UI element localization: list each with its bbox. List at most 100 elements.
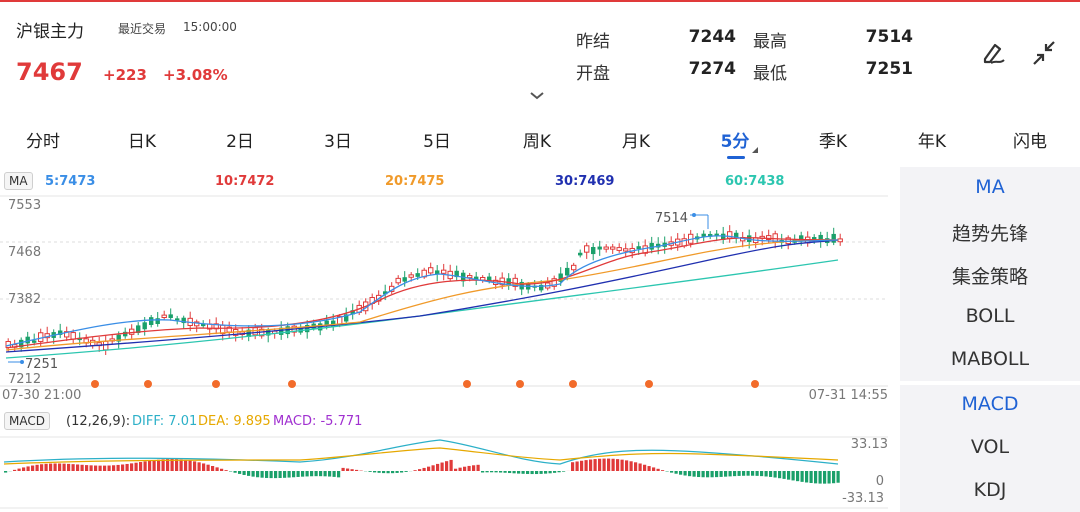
macd-bar: [188, 460, 192, 471]
macd-bar: [526, 471, 530, 474]
ma20-label: 20:7475: [385, 174, 445, 189]
signal-dot: [751, 380, 759, 388]
macd-bar: [431, 465, 435, 471]
low-label: 最低: [753, 64, 787, 84]
macd-bar: [305, 471, 309, 477]
candle-body: [175, 318, 180, 321]
macd-bar: [620, 459, 624, 471]
edit-pen-icon[interactable]: [978, 38, 1008, 68]
macd-bar: [710, 471, 714, 478]
macd-bar: [634, 462, 638, 471]
macd-bar: [629, 461, 633, 471]
tab-2day[interactable]: 2日: [226, 132, 254, 152]
time-end-label: 07-31 14:55: [809, 388, 888, 403]
candle-body: [837, 238, 843, 243]
macd-bar: [782, 471, 786, 479]
indicator-side-panel: [900, 167, 1080, 512]
candle-body: [467, 275, 473, 279]
tab-day-k[interactable]: 日K: [127, 132, 157, 152]
macd-bar: [728, 471, 732, 477]
tab-flash[interactable]: 闪电: [1013, 132, 1047, 152]
active-tab-indicator: [727, 156, 745, 159]
macd-bar: [719, 471, 723, 477]
candle-body: [155, 318, 160, 325]
side-item-ma[interactable]: MA: [975, 176, 1005, 198]
signal-dot: [569, 380, 577, 388]
tab-dropdown-triangle-icon[interactable]: [752, 147, 758, 153]
macd-bar: [130, 463, 134, 471]
tab-season-k[interactable]: 季K: [818, 132, 848, 152]
macd-axis-zero: 0: [876, 474, 884, 489]
tab-week-k[interactable]: 周K: [522, 132, 552, 152]
candle-body: [161, 314, 167, 319]
tab-fenshi[interactable]: 分时: [26, 132, 60, 152]
macd-bar: [656, 468, 660, 471]
ma-badge[interactable]: MA: [4, 172, 33, 190]
macd-bar: [278, 471, 282, 479]
side-item-vol[interactable]: VOL: [970, 436, 1010, 458]
macd-bar: [836, 471, 840, 483]
macd-bar: [764, 471, 768, 477]
macd-bar: [184, 459, 188, 471]
macd-bar: [818, 471, 822, 484]
macd-bar: [607, 458, 611, 471]
tab-5day[interactable]: 5日: [423, 132, 451, 152]
macd-bar: [724, 471, 728, 477]
candle-body: [831, 233, 836, 243]
moving-average-lines: [5, 235, 839, 359]
macd-bar: [368, 471, 372, 472]
macd-bar: [98, 465, 102, 471]
macd-bar: [71, 464, 75, 471]
candle-body: [168, 314, 173, 318]
shrink-arrows-icon[interactable]: [1030, 38, 1060, 68]
candle-body: [32, 340, 37, 343]
macd-bar: [116, 464, 120, 471]
tab-year-k[interactable]: 年K: [917, 132, 947, 152]
macd-bar: [76, 464, 80, 471]
macd-bar: [296, 471, 300, 477]
low-marker-label: 7251: [25, 357, 58, 372]
macd-bar: [4, 471, 8, 473]
side-item-kdj[interactable]: KDJ: [973, 479, 1007, 501]
side-item-trend-pioneer[interactable]: 趋势先锋: [951, 223, 1028, 245]
macd-badge[interactable]: MACD: [4, 412, 50, 430]
ma60-label: 60:7438: [725, 174, 785, 189]
signal-dot: [144, 380, 152, 388]
candle-body: [487, 276, 492, 281]
candle-body: [70, 332, 76, 340]
macd-bar: [283, 471, 287, 478]
open-value: 7274: [688, 59, 736, 79]
candle-body: [25, 336, 30, 344]
tab-month-k[interactable]: 月K: [621, 132, 651, 152]
macd-axis-top: 33.13: [851, 437, 888, 452]
macd-bar: [31, 465, 35, 471]
candle-body: [19, 339, 24, 348]
macd-bar: [427, 466, 431, 471]
tab-3day[interactable]: 3日: [324, 132, 352, 152]
macd-bar: [224, 470, 228, 471]
chevron-down-icon[interactable]: [528, 86, 546, 100]
macd-bar: [206, 464, 210, 471]
candle-body: [708, 233, 713, 237]
macd-bar: [269, 471, 273, 479]
macd-bar: [350, 469, 354, 471]
ma30-line: [5, 239, 839, 353]
top-accent-line: [0, 0, 1080, 2]
macd-bar: [688, 471, 692, 477]
signal-dot: [645, 380, 653, 388]
tab-5min[interactable]: 5分: [720, 132, 750, 152]
macd-bar: [256, 471, 260, 478]
high-marker-label: 7514: [655, 211, 688, 226]
side-item-boll[interactable]: BOLL: [965, 305, 1015, 327]
candle-body: [747, 235, 752, 242]
kline-chart[interactable]: 7553 7468 7382 7212 07-30 21:00 07-31 14…: [0, 0, 900, 512]
macd-bar: [382, 471, 386, 474]
candle-body: [395, 277, 401, 284]
side-item-macd[interactable]: MACD: [961, 393, 1019, 415]
side-item-maboll[interactable]: MABOLL: [950, 348, 1030, 370]
candle-body: [578, 252, 583, 256]
time-start-label: 07-30 21:00: [2, 388, 81, 403]
side-item-jijin-strategy[interactable]: 集金策略: [951, 266, 1028, 288]
macd-bar: [463, 466, 467, 471]
macd-bar: [157, 459, 161, 471]
